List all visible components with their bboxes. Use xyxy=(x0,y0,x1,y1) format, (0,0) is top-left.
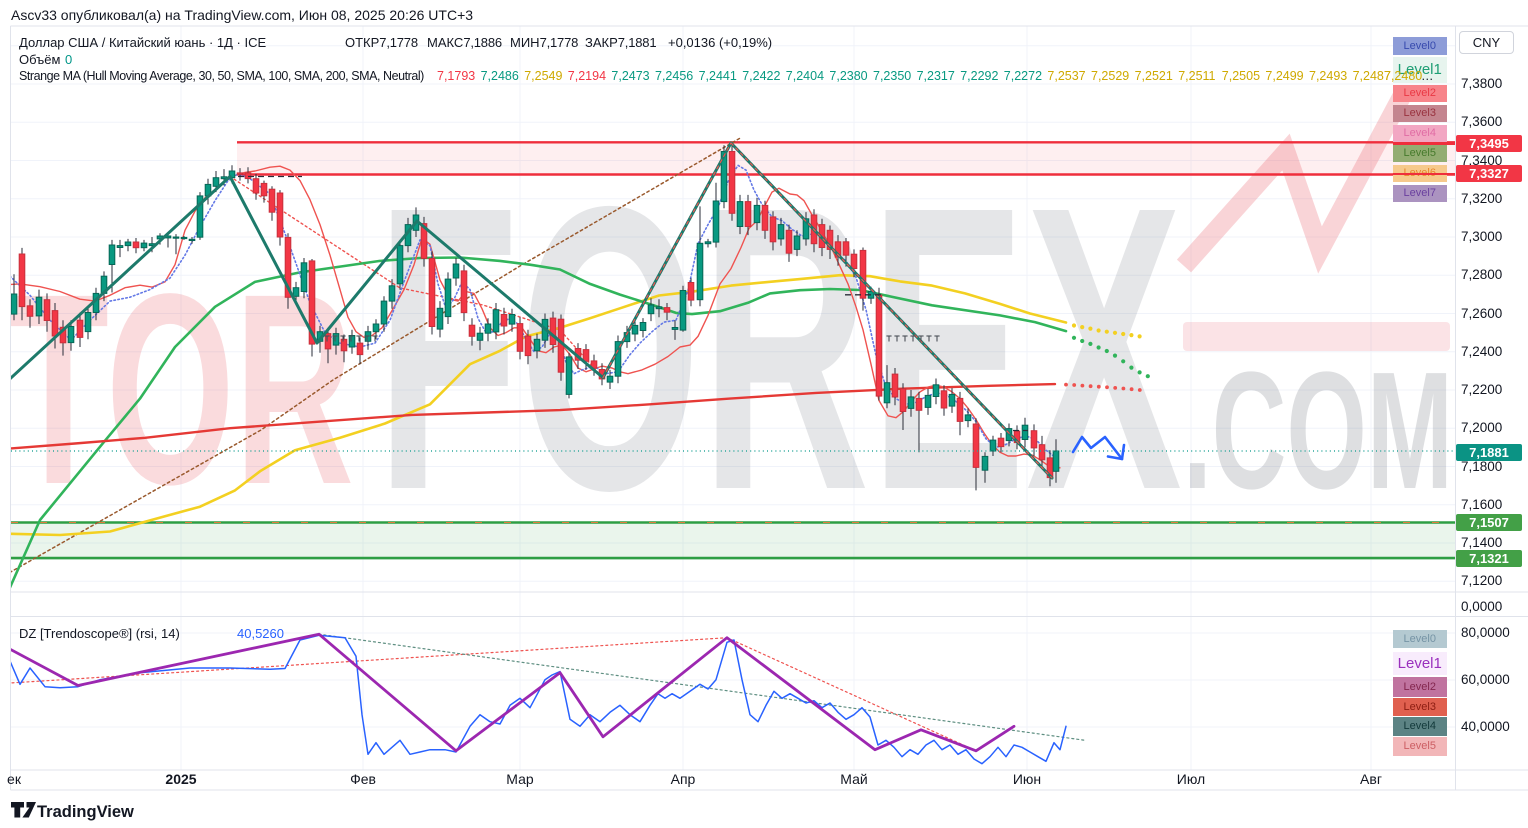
svg-text:.COM: .COM xyxy=(1183,338,1453,524)
svg-text:FOREX: FOREX xyxy=(376,122,1183,574)
